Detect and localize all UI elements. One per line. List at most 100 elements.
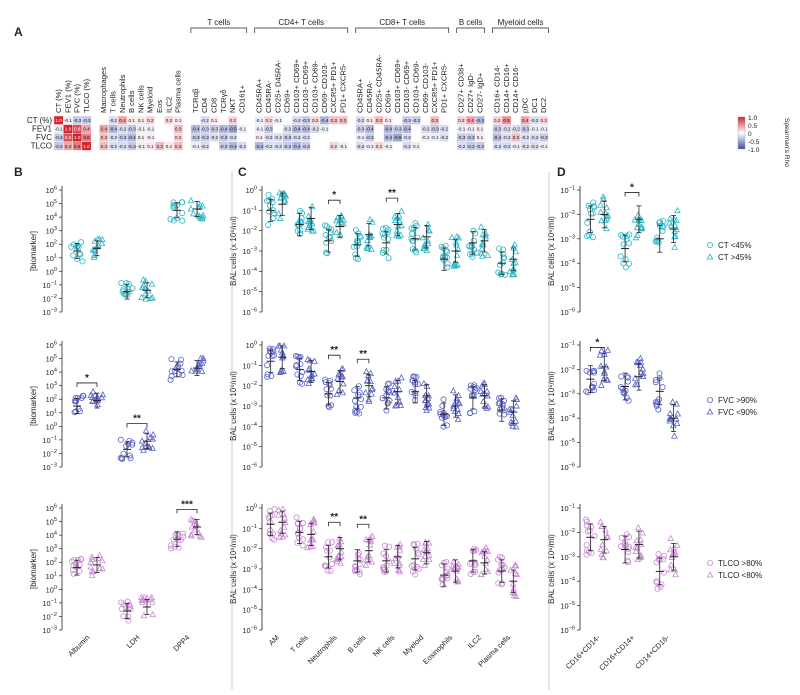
heatmap-cell-value: -0.2 [201,144,209,149]
data-point-group-2 [634,555,642,562]
data-point-group-1 [496,553,503,560]
heatmap-cell-value: -0.1 [146,127,154,132]
data-point-group-1 [269,195,276,202]
heatmap-cell-value: -0.4 [493,135,501,140]
data-point-group-2 [419,555,427,562]
y-tick-label: 10−1 [560,341,575,351]
data-point-group-1 [118,599,125,606]
data-point-group-2 [335,386,343,394]
data-point-group-2 [667,534,675,541]
y-tick-label: 10−2 [560,528,575,538]
heatmap-cell [164,132,174,142]
data-point-group-2 [483,387,491,394]
data-point-group-1 [381,234,388,241]
data-point-group-1 [660,217,667,224]
data-point-group-1 [125,613,132,620]
heatmap-cell-value: -0.3 [457,135,465,140]
data-point-group-2 [390,559,398,567]
heatmap-col-label: Myeloid [146,87,155,113]
data-point-group-2 [448,233,456,241]
heatmap-cell-value: -0.3 [201,135,209,140]
data-point-group-2 [362,561,370,568]
data-point-group-2 [484,403,492,410]
data-point-group-1 [617,253,624,260]
significance-label: ** [330,512,338,523]
y-tick-label: 10−2 [42,449,57,459]
data-point-group-1 [415,551,422,558]
data-point-group-2 [666,215,674,222]
data-point-group-1 [324,392,331,399]
data-point-group-2 [308,375,316,382]
data-point-group-1 [623,394,630,401]
data-point-group-2 [334,541,341,549]
data-point-group-2 [393,214,401,221]
data-point-group-1 [622,256,629,263]
heatmap-cell [338,141,348,151]
data-point-group-2 [637,540,645,547]
heatmap-cell-value: -0.2 [274,135,282,140]
data-point-group-1 [70,252,77,259]
data-point-group-2 [333,557,341,564]
y-tick-label: 10−4 [242,585,257,595]
data-point-group-1 [79,258,86,265]
data-point-group-2 [398,221,405,229]
data-point-group-2 [598,347,605,354]
y-tick-label: 10−1 [42,435,57,445]
heatmap-col-label: CXCR5+ PD1+ [329,61,338,113]
data-point-group-2 [596,351,604,358]
heatmap-cell-value: -0.2 [238,144,246,149]
data-point-group-1 [174,363,181,370]
data-point-group-1 [327,547,334,554]
y-tick-label: 10−1 [42,598,57,608]
data-point-group-1 [178,536,185,543]
y-tick-label: 10−1 [242,524,257,534]
data-point-group-2 [397,401,405,408]
data-point-group-2 [598,381,605,388]
significance-bracket [328,521,341,527]
legend-marker-group-2 [706,571,714,578]
data-point-group-2 [310,227,318,234]
data-point-group-1 [168,373,175,380]
heatmap-col-label: FVC (%) [73,83,82,113]
heatmap-colorbar [737,116,746,150]
legend-label: TLCO >80% [718,559,762,568]
significance-label: * [85,373,89,384]
panel-D-row-2: 10−6 10−5 10−4 10−3 10−2 10−1 BAL cells (x 10⁶… [547,337,757,472]
data-point-group-2 [672,570,680,578]
data-point-group-1 [297,354,304,361]
data-point-group-2 [191,517,199,524]
data-point-group-1 [329,561,336,568]
data-point-group-2 [637,368,645,375]
data-point-group-2 [281,531,289,538]
y-tick-label: 100 [246,186,257,196]
data-point-group-1 [654,585,661,592]
data-point-group-2 [633,358,641,365]
heatmap-cell [328,124,339,134]
data-point-group-2 [512,562,519,569]
heatmap-cell-value: -0.3 [265,127,273,132]
y-axis-label: BAL cells (x 10⁶/ml) [229,534,238,604]
data-point-group-2 [639,529,646,536]
data-point-group-2 [333,228,340,236]
data-point-group-2 [667,566,674,573]
data-point-group-2 [513,402,520,409]
data-point-group-2 [484,556,491,563]
data-point-group-2 [665,219,673,226]
data-point-group-2 [597,208,605,215]
heatmap-col-label: CD103+ CD69+ [292,58,301,113]
x-tick-label: CD16+CD14+ [597,633,636,672]
data-point-group-1 [626,260,633,267]
heatmap-cell-value: -0.3 [302,118,310,123]
data-point-group-2 [304,225,312,232]
data-point-group-2 [139,276,147,283]
data-point-group-1 [352,254,359,261]
data-point-group-1 [357,403,364,410]
heatmap-cell-value: -0.4 [255,144,263,149]
data-point-group-1 [179,217,186,224]
heatmap-cell-value: -0.1 [238,127,246,132]
data-point-group-2 [333,554,341,561]
data-point-group-1 [350,243,357,250]
data-point-group-2 [88,555,96,563]
data-point-group-2 [367,534,375,541]
y-tick-label: 10−3 [42,463,57,473]
